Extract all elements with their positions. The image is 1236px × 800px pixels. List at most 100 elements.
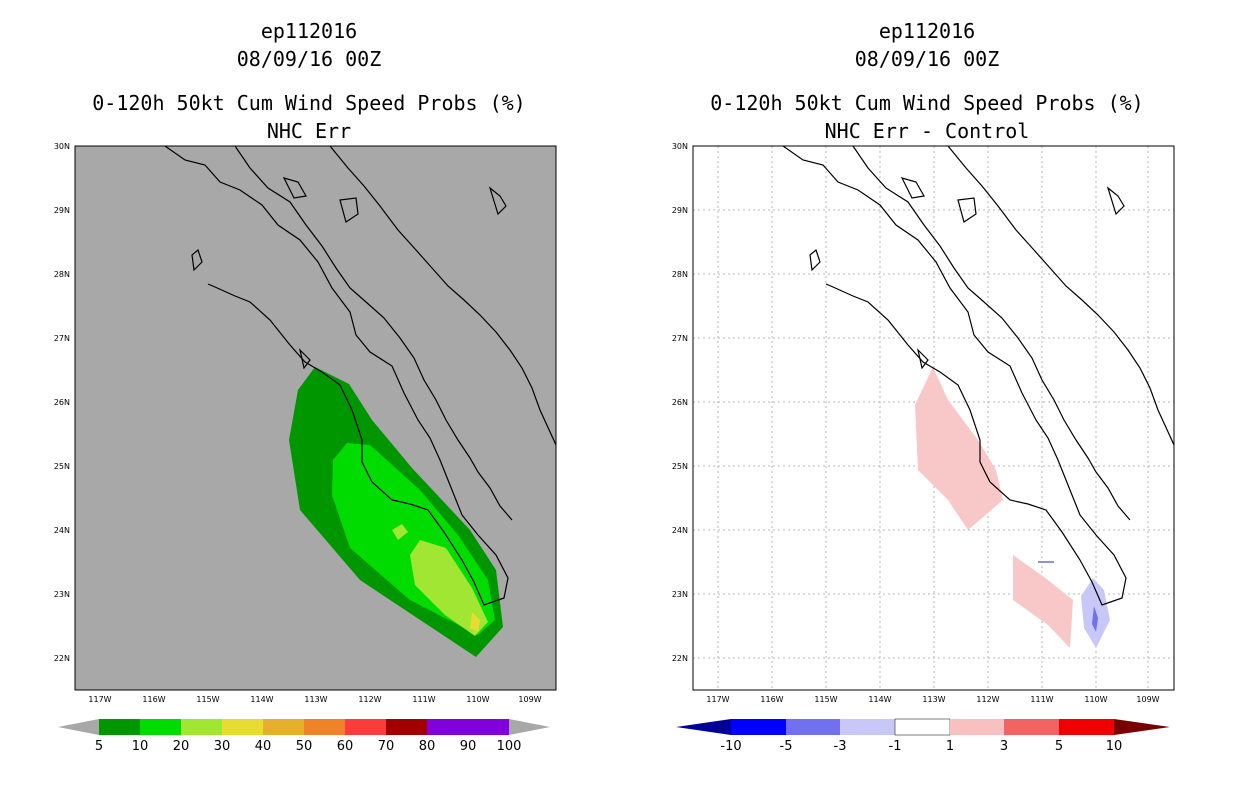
lat-label: 24N (672, 526, 688, 535)
lat-label: 23N (54, 590, 70, 599)
lat-label: 30N (672, 142, 688, 151)
product-title: 0-120h 50kt Cum Wind Speed Probs (%) (92, 91, 526, 115)
lon-label: 111W (412, 695, 435, 704)
colorbar-label: -5 (780, 739, 793, 754)
colorbar-swatch (731, 719, 786, 735)
lon-label: 112W (976, 695, 999, 704)
lat-label: 28N (54, 270, 70, 279)
lon-label: 117W (88, 695, 111, 704)
lon-label: 113W (304, 695, 327, 704)
lat-label: 25N (672, 462, 688, 471)
colorbar-label: 5 (95, 739, 103, 754)
colorbar-swatch (181, 719, 222, 735)
lon-label: 114W (250, 695, 273, 704)
colorbar-label: 10 (132, 739, 149, 754)
lat-label: 26N (672, 398, 688, 407)
lon-label: 116W (760, 695, 783, 704)
coastline (164, 146, 556, 606)
lon-label: 109W (518, 695, 541, 704)
subtitle: NHC Err (266, 119, 352, 143)
colorbar-label: 10 (1106, 739, 1123, 754)
colorbar-swatch (386, 719, 427, 735)
colorbar-swatch (1004, 719, 1059, 735)
colorbar-swatch (894, 718, 951, 736)
colorbar-label: -1 (889, 739, 902, 754)
colorbar-swatch (140, 719, 181, 735)
subtitle: NHC Err - Control (824, 119, 1030, 143)
colorbar-swatch (840, 719, 895, 735)
lat-label: 28N (672, 270, 688, 279)
product-title: 0-120h 50kt Cum Wind Speed Probs (%) (710, 91, 1144, 115)
lat-label: 27N (672, 334, 688, 343)
colorbar-over-arrow (509, 719, 550, 735)
lat-label: 29N (54, 206, 70, 215)
lon-label: 109W (1136, 695, 1159, 704)
lon-label: 112W (358, 695, 381, 704)
map-frame (74, 145, 557, 691)
colorbar-swatch (786, 719, 840, 735)
colorbar-label: 20 (173, 739, 190, 754)
lat-axis: 30N 29N 28N 27N 26N 25N 24N 23N 22N (54, 142, 70, 663)
datetime: 08/09/16 00Z (236, 47, 382, 71)
colorbar: 5 10 20 30 40 50 60 70 80 90 100 (58, 719, 550, 754)
lat-label: 22N (54, 654, 70, 663)
lon-label: 117W (706, 695, 729, 704)
lat-label: 27N (54, 334, 70, 343)
colorbar-label: -10 (720, 739, 741, 754)
diff-positive-region (915, 367, 1003, 530)
colorbar-swatch (99, 719, 140, 735)
datetime: 08/09/16 00Z (854, 47, 1000, 71)
colorbar-label: 30 (214, 739, 231, 754)
colorbar-swatch (950, 719, 1004, 735)
colorbar-label: 80 (419, 739, 436, 754)
colorbar: -10 -5 -3 -1 1 3 5 10 (676, 718, 1170, 754)
storm-id: ep112016 (878, 19, 976, 43)
right-panel: ep112016 08/09/16 00Z 0-120h 50kt Cum Wi… (618, 0, 1236, 800)
lat-label: 22N (672, 654, 688, 663)
colorbar-label: 1 (946, 739, 954, 754)
lon-label: 110W (1084, 695, 1107, 704)
colorbar-label: 50 (296, 739, 313, 754)
colorbar-swatch (222, 719, 263, 735)
diff-positive-region (1013, 555, 1073, 648)
colorbar-over-arrow (1114, 719, 1170, 735)
lat-label: 26N (54, 398, 70, 407)
map-frame (692, 145, 1175, 691)
map-figure: 30N 29N 28N 27N 26N 25N 24N 23N 22N 117W… (672, 142, 1175, 754)
map-figure: 30N 29N 28N 27N 26N 25N 24N 23N 22N 117W… (54, 142, 557, 754)
colorbar-swatch (304, 719, 345, 735)
lon-axis: 117W 116W 115W 114W 113W 112W 111W 110W … (88, 695, 541, 704)
lat-label: 24N (54, 526, 70, 535)
colorbar-swatch (468, 719, 509, 735)
colorbar-swatch (1059, 719, 1114, 735)
colorbar-label: 5 (1055, 739, 1063, 754)
colorbar-label: 40 (255, 739, 272, 754)
lon-label: 110W (466, 695, 489, 704)
lon-label: 115W (814, 695, 837, 704)
prob-20-region (410, 540, 488, 636)
colorbar-swatch (427, 719, 468, 735)
colorbar-label: 90 (460, 739, 477, 754)
colorbar-under-arrow (58, 719, 99, 735)
colorbar-label: 100 (497, 739, 522, 754)
lat-label: 23N (672, 590, 688, 599)
colorbar-swatch (345, 719, 386, 735)
prob-30-region (470, 612, 480, 632)
lon-label: 114W (868, 695, 891, 704)
diff-neg3-region (1092, 606, 1098, 632)
storm-id: ep112016 (260, 19, 358, 43)
lon-label: 111W (1030, 695, 1053, 704)
colorbar-under-arrow (676, 719, 731, 735)
lon-axis: 117W 116W 115W 114W 113W 112W 111W 110W … (706, 695, 1159, 704)
lat-label: 25N (54, 462, 70, 471)
lat-label: 30N (54, 142, 70, 151)
lon-label: 116W (142, 695, 165, 704)
colorbar-swatch (263, 719, 304, 735)
colorbar-label: -3 (834, 739, 847, 754)
left-panel: ep112016 08/09/16 00Z 0-120h 50kt Cum Wi… (54, 19, 557, 754)
lat-axis: 30N 29N 28N 27N 26N 25N 24N 23N 22N (672, 142, 688, 663)
coastline (782, 146, 1174, 606)
lon-label: 113W (922, 695, 945, 704)
lat-label: 29N (672, 206, 688, 215)
colorbar-label: 70 (378, 739, 395, 754)
